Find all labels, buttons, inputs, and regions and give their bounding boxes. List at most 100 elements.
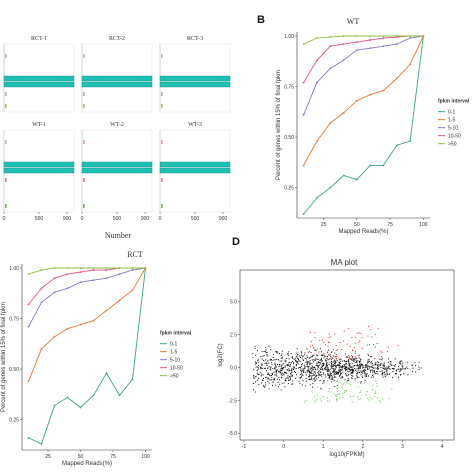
x-tick-label: 25 bbox=[321, 222, 327, 228]
ma-point bbox=[287, 365, 289, 366]
ma-point bbox=[323, 354, 325, 356]
ma-point bbox=[298, 360, 300, 362]
ma-point bbox=[402, 366, 404, 368]
ma-point bbox=[327, 400, 329, 402]
ma-point bbox=[352, 371, 354, 373]
series-point bbox=[316, 196, 318, 199]
ma-point bbox=[346, 380, 348, 382]
ma-point bbox=[380, 359, 382, 361]
ma-point bbox=[325, 369, 327, 371]
ma-point bbox=[328, 337, 330, 339]
facet-x-tick-label: 900 bbox=[63, 216, 72, 222]
ma-point bbox=[359, 340, 361, 342]
ma-point bbox=[378, 362, 380, 364]
ma-point bbox=[291, 371, 293, 373]
ma-point bbox=[311, 356, 313, 358]
series-point bbox=[27, 436, 30, 439]
ma-point bbox=[357, 368, 359, 370]
ma-point bbox=[388, 373, 390, 375]
ma-point bbox=[345, 391, 347, 393]
ma-point bbox=[300, 361, 302, 363]
ma-point bbox=[316, 362, 318, 364]
ma-point bbox=[291, 374, 293, 376]
ma-point bbox=[267, 372, 269, 374]
ma-point bbox=[418, 361, 420, 363]
ma-point bbox=[299, 367, 301, 368]
ma-point bbox=[326, 365, 328, 367]
ma-point bbox=[276, 351, 278, 353]
ma-point bbox=[329, 400, 331, 402]
ma-point bbox=[383, 362, 385, 364]
ma-point bbox=[319, 369, 321, 371]
ma-point bbox=[383, 366, 385, 368]
series-point bbox=[369, 164, 372, 167]
ma-point bbox=[293, 367, 295, 369]
ma-point bbox=[364, 367, 366, 369]
ma-point bbox=[300, 370, 302, 372]
ma-point bbox=[322, 363, 324, 365]
ma-point bbox=[278, 366, 280, 368]
ma-point bbox=[369, 329, 371, 331]
ma-point bbox=[300, 372, 302, 374]
ma-point bbox=[278, 353, 280, 354]
ma-point bbox=[368, 358, 370, 360]
ma-point bbox=[350, 358, 352, 360]
ma-point bbox=[351, 355, 353, 357]
ma-point bbox=[353, 359, 355, 361]
series-point bbox=[395, 77, 398, 80]
ma-point bbox=[354, 336, 356, 338]
ma-point bbox=[314, 377, 316, 379]
ma-point bbox=[351, 369, 353, 371]
ma-point bbox=[322, 354, 324, 356]
ma-point bbox=[330, 365, 332, 367]
ma-point bbox=[289, 365, 291, 367]
ma-point bbox=[313, 396, 315, 398]
ma-point bbox=[277, 364, 278, 366]
ma-point bbox=[321, 368, 323, 370]
ma-point bbox=[261, 365, 263, 367]
ma-point bbox=[279, 372, 281, 374]
ma-point bbox=[279, 383, 281, 385]
ma-point bbox=[292, 356, 293, 358]
ma-point bbox=[291, 369, 293, 371]
ma-point bbox=[312, 369, 314, 371]
ma-point bbox=[349, 369, 351, 370]
ma-point bbox=[331, 351, 333, 353]
ma-point bbox=[399, 374, 401, 376]
ma-point bbox=[360, 365, 362, 367]
ma-point bbox=[335, 365, 337, 366]
ma-point bbox=[402, 365, 404, 367]
ma-point bbox=[370, 356, 372, 357]
ma-point bbox=[393, 365, 395, 367]
ma-point bbox=[323, 382, 325, 384]
ma-point bbox=[372, 389, 373, 391]
ma-point bbox=[272, 384, 273, 386]
ma-point bbox=[352, 356, 353, 358]
series-point bbox=[92, 269, 95, 271]
ma-point bbox=[358, 357, 360, 359]
ma-point bbox=[321, 358, 322, 360]
y-tick-label: 1.00 bbox=[9, 266, 19, 272]
ma-point bbox=[359, 364, 361, 366]
series-point bbox=[118, 299, 121, 302]
ma-point bbox=[330, 367, 332, 369]
ma-point bbox=[340, 358, 342, 360]
ma-point bbox=[325, 364, 327, 365]
ma-point bbox=[357, 360, 359, 362]
ma-point bbox=[255, 363, 257, 365]
ma-point bbox=[349, 373, 351, 375]
series-point bbox=[342, 59, 345, 62]
ma-point bbox=[266, 363, 268, 365]
ma-point bbox=[351, 377, 353, 379]
series-point bbox=[342, 174, 345, 177]
ma-point bbox=[314, 371, 316, 373]
ma-point bbox=[341, 366, 343, 368]
ma-point bbox=[411, 364, 413, 366]
ma-point bbox=[317, 386, 319, 388]
series-point bbox=[382, 89, 385, 92]
ma-point bbox=[263, 385, 264, 387]
ma-point bbox=[354, 356, 356, 358]
ma-point bbox=[329, 368, 331, 370]
ma-point bbox=[336, 395, 338, 397]
ma-point bbox=[359, 366, 361, 368]
